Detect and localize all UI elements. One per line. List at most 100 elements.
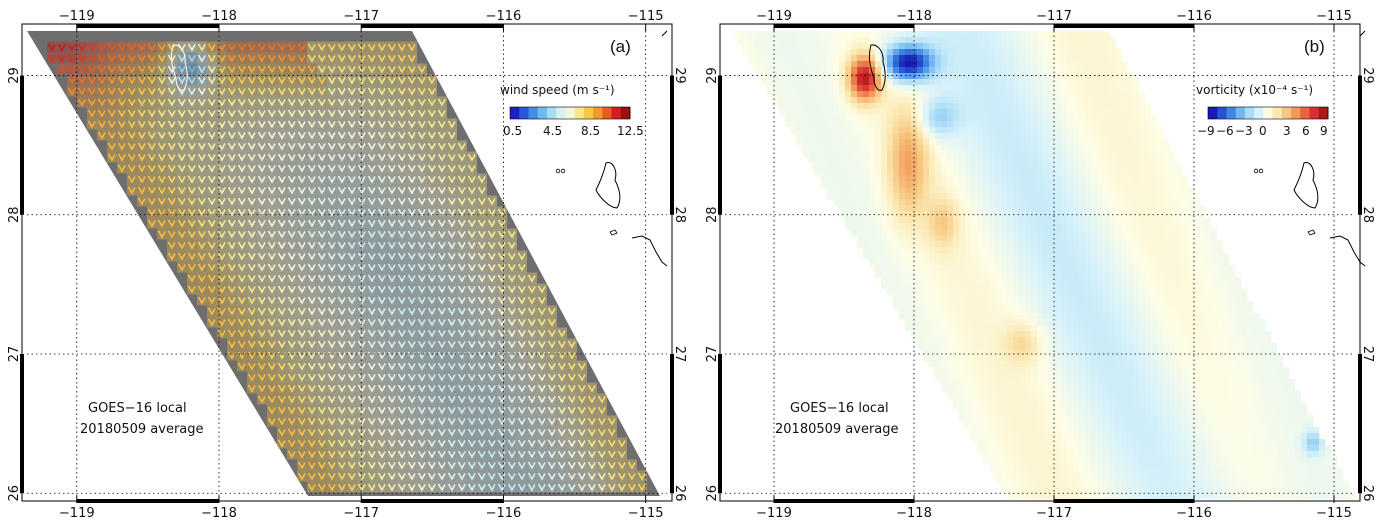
vorticity-cell [773, 73, 780, 80]
speed-cell [67, 74, 77, 86]
speed-cell [277, 305, 287, 317]
colorbar-swatch [565, 107, 576, 119]
speed-cell [477, 481, 487, 493]
wind-vector [107, 98, 116, 107]
vorticity-cell [965, 211, 972, 218]
vorticity-cell [815, 139, 822, 146]
vorticity-cell [1001, 49, 1008, 56]
speed-cell [507, 481, 517, 493]
speed-cell [337, 272, 347, 284]
speed-cell [427, 129, 437, 141]
speed-cell [377, 338, 387, 350]
vorticity-cell [869, 37, 876, 44]
vorticity-cell [1067, 151, 1074, 158]
vorticity-cell [839, 193, 846, 200]
speed-cell [337, 481, 347, 493]
vorticity-cell [863, 121, 870, 128]
vorticity-cell [869, 205, 876, 212]
wind-vector [347, 307, 356, 316]
speed-cell [337, 85, 347, 97]
vorticity-cell [809, 109, 816, 116]
wind-vector [377, 164, 386, 173]
vorticity-cell [1091, 217, 1098, 224]
vorticity-cell [905, 181, 912, 188]
speed-cell [147, 107, 157, 119]
wind-vector [467, 417, 476, 426]
wind-vector [527, 472, 536, 481]
vorticity-cell [1049, 73, 1056, 80]
wind-vector [207, 241, 216, 250]
speed-cell [507, 360, 517, 372]
wind-vector [187, 153, 196, 162]
vorticity-cell [1013, 31, 1020, 38]
vorticity-cell [947, 121, 954, 128]
speed-cell [287, 349, 297, 361]
wind-vector [357, 175, 366, 184]
wind-vector [457, 263, 466, 272]
vorticity-cell [1013, 55, 1020, 62]
speed-cell [87, 74, 97, 86]
wind-vector [227, 98, 236, 107]
wind-vector [307, 362, 316, 371]
vorticity-cell [845, 121, 852, 128]
speed-cell [437, 393, 447, 405]
vorticity-cell [851, 73, 858, 80]
vorticity-cell [959, 193, 966, 200]
vorticity-cell [1025, 217, 1032, 224]
speed-cell [227, 294, 237, 306]
vorticity-cell [1103, 157, 1110, 164]
vorticity-cell [1163, 139, 1170, 146]
vorticity-cell [791, 121, 798, 128]
vorticity-cell [977, 199, 984, 206]
vorticity-cell [947, 79, 954, 86]
speed-cell [507, 426, 517, 438]
vorticity-cell [899, 61, 906, 68]
speed-cell [397, 261, 407, 273]
vorticity-cell [845, 127, 852, 134]
vorticity-cell [1073, 127, 1080, 134]
wind-vector [457, 362, 466, 371]
colorbar-swatch [528, 107, 539, 119]
speed-cell [487, 206, 497, 218]
wind-vector [517, 296, 526, 305]
vorticity-cell [1049, 127, 1056, 134]
wind-vector [397, 43, 406, 52]
wind-vector [457, 461, 466, 470]
wind-vector [207, 197, 216, 206]
vorticity-cell [923, 115, 930, 122]
vorticity-cell [1127, 115, 1134, 122]
speed-cell [87, 96, 97, 108]
vorticity-cell [1061, 193, 1068, 200]
speed-cell [107, 52, 117, 64]
wind-vector [167, 98, 176, 107]
speed-cell [257, 305, 267, 317]
wind-vector [507, 296, 516, 305]
vorticity-cell [953, 121, 960, 128]
speed-cell [317, 437, 327, 449]
wind-vector [277, 340, 286, 349]
vorticity-cell [1199, 205, 1206, 212]
wind-vector [537, 296, 546, 305]
wind-vector [317, 65, 326, 74]
vorticity-cell [857, 49, 864, 56]
wind-vector [447, 483, 456, 492]
wind-vector [537, 340, 546, 349]
wind-vector [237, 230, 246, 239]
speed-cell [337, 228, 347, 240]
vorticity-cell [815, 163, 822, 170]
wind-vector [427, 285, 436, 294]
vorticity-cell [971, 169, 978, 176]
wind-vector [207, 175, 216, 184]
vorticity-cell [1025, 211, 1032, 218]
speed-cell [447, 173, 457, 185]
vorticity-cell [929, 169, 936, 176]
wind-vector [147, 197, 156, 206]
vorticity-cell [1073, 211, 1080, 218]
vorticity-cell [737, 31, 744, 38]
vorticity-cell [965, 133, 972, 140]
vorticity-cell [815, 55, 822, 62]
speed-cell [237, 41, 247, 53]
wind-vector [307, 175, 316, 184]
colorbar-swatch [546, 107, 557, 119]
speed-cell [327, 283, 337, 295]
